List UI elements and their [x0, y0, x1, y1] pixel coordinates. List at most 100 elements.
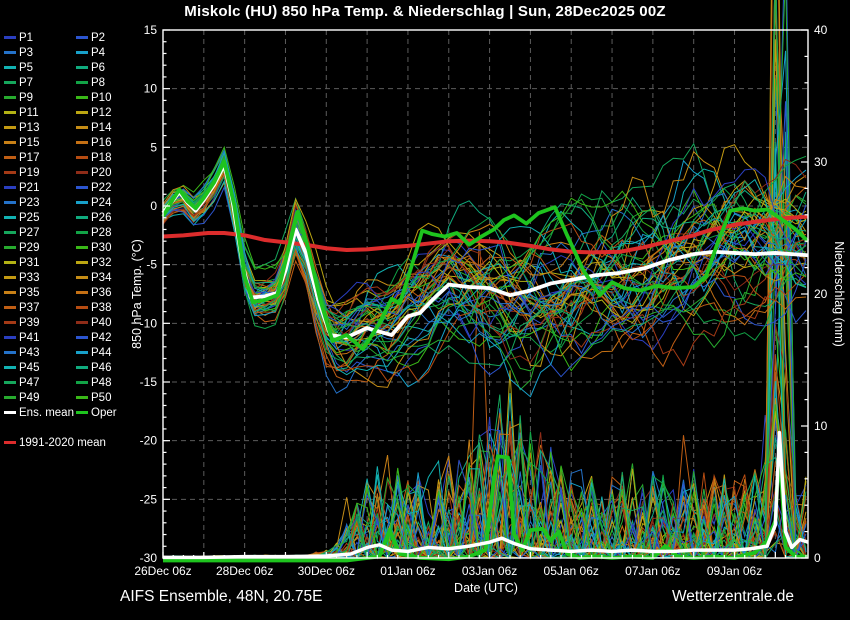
legend-row: P5 P6	[2, 61, 132, 76]
legend-item-member: P50	[76, 392, 111, 405]
legend-item-member: P2	[76, 32, 105, 45]
date-tick-label: 09Jan 06z	[707, 564, 762, 578]
precip-tick-label: 40	[814, 23, 828, 37]
temp-tick-label: -5	[146, 258, 157, 272]
member-temp-line	[162, 178, 807, 376]
legend-swatch	[4, 231, 16, 234]
legend-swatch	[4, 156, 16, 159]
legend-item-member: P4	[76, 47, 105, 60]
climate-mean-line	[162, 214, 809, 255]
legend-row: P19 P20	[2, 166, 132, 181]
legend-swatch	[4, 186, 16, 189]
legend-item-member: P47	[4, 377, 39, 390]
member-temp-line	[162, 166, 807, 339]
legend-item-member: P40	[76, 317, 111, 330]
legend-item-member: P19	[4, 167, 39, 180]
legend-item-member: P11	[4, 107, 39, 120]
precip-tick-label: 10	[814, 419, 828, 433]
legend-swatch	[76, 246, 88, 249]
page-title: Miskolc (HU) 850 hPa Temp. & Niederschla…	[184, 3, 666, 20]
ens-mean-precip-line	[163, 430, 809, 560]
legend-swatch	[4, 171, 16, 174]
member-temp-line	[162, 175, 807, 353]
legend-swatch	[4, 216, 16, 219]
legend-swatch	[4, 351, 16, 354]
temp-tick-label: -25	[140, 492, 158, 506]
legend-row: P35 P36	[2, 286, 132, 301]
member-temp-line	[162, 154, 807, 372]
legend-item-member: P44	[76, 347, 111, 360]
legend-swatch	[76, 351, 88, 354]
tick-labels: 15 10 5 0 -5 -10 -15 -20 -25 -30 40 30 20 10 0 26Dec 06…	[134, 23, 827, 578]
legend-swatch	[4, 111, 16, 114]
legend-swatch	[76, 321, 88, 324]
temp-tick-label: 0	[150, 199, 157, 213]
legend-row: P31 P32	[2, 256, 132, 271]
legend-row: P1 P2	[2, 31, 132, 46]
temp-tick-label: -10	[140, 316, 158, 330]
legend-item-member: P15	[4, 137, 39, 150]
y-axis-left-label: 850 hPa Temp. (°C)	[130, 239, 144, 349]
legend-swatch	[76, 156, 88, 159]
legend-swatch	[4, 36, 16, 39]
legend-item-member: P30	[76, 242, 111, 255]
legend-row: P21 P22	[2, 181, 132, 196]
legend-swatch	[4, 291, 16, 294]
temp-tick-label: 15	[144, 23, 158, 37]
legend-swatch	[76, 366, 88, 369]
legend-swatch	[76, 171, 88, 174]
legend-swatch	[4, 306, 16, 309]
legend-row: P49 P50	[2, 391, 132, 406]
legend-item-member: P13	[4, 122, 39, 135]
legend-swatch	[4, 96, 16, 99]
legend-swatch	[4, 246, 16, 249]
legend-item-climate: 1991-2020 mean	[2, 437, 111, 449]
member-temp-line	[162, 161, 807, 355]
legend-swatch	[76, 126, 88, 129]
member-temp-line	[162, 155, 807, 362]
legend-item-member: P7	[4, 77, 33, 90]
legend-swatch	[76, 291, 88, 294]
legend-swatch	[76, 381, 88, 384]
legend-item-member: P48	[76, 377, 111, 390]
legend-item-member: P36	[76, 287, 111, 300]
legend-item-member: P14	[76, 122, 111, 135]
legend-item-member: P28	[76, 227, 111, 240]
legend-item-member: P16	[76, 137, 111, 150]
legend-row: P27 P28	[2, 226, 132, 241]
legend-row: P23 P24	[2, 196, 132, 211]
member-temp-line	[162, 162, 807, 368]
legend-item-member: P37	[4, 302, 39, 315]
legend-swatch	[76, 36, 88, 39]
oper-temp-line	[161, 159, 810, 352]
legend-row: P37 P38	[2, 301, 132, 316]
legend-item-member: P42	[76, 332, 111, 345]
legend-item-member: P22	[76, 182, 111, 195]
legend-item-member: P5	[4, 62, 33, 75]
legend-row: P11 P12	[2, 106, 132, 121]
member-temp-line	[162, 165, 807, 354]
legend-item-member: P26	[76, 212, 111, 225]
legend-item-member: P21	[4, 182, 39, 195]
member-temp-line	[162, 148, 807, 334]
legend-swatch	[4, 396, 16, 399]
legend-swatch	[4, 201, 16, 204]
model-location-caption: AIFS Ensemble, 48N, 20.75E	[120, 588, 323, 605]
legend-swatch	[76, 336, 88, 339]
legend-row: Ens. mean Oper	[2, 406, 132, 421]
legend-item-member: P1	[4, 32, 33, 45]
legend-swatch	[76, 66, 88, 69]
legend-item-member: P27	[4, 227, 39, 240]
legend-swatch	[76, 141, 88, 144]
legend-item-member: P38	[76, 302, 111, 315]
legend-item-member: P10	[76, 92, 111, 105]
date-tick-label: 03Jan 06z	[462, 564, 517, 578]
temp-tick-label: -20	[140, 434, 158, 448]
legend-swatch	[4, 141, 16, 144]
precip-tick-label: 0	[814, 551, 821, 565]
legend-swatch	[4, 441, 16, 444]
member-temp-line	[162, 159, 807, 367]
legend-swatch	[76, 111, 88, 114]
legend-item-member: P20	[76, 167, 111, 180]
